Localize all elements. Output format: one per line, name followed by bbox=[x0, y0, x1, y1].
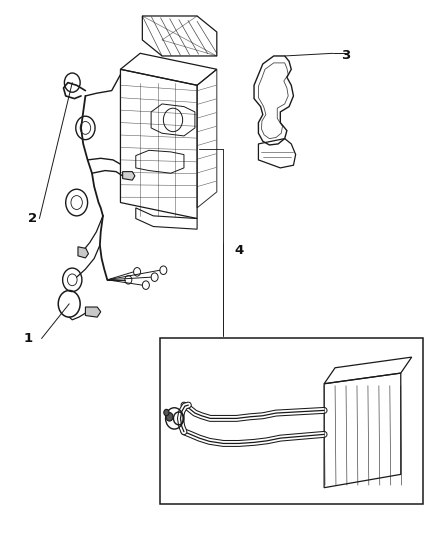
Text: 1: 1 bbox=[24, 332, 33, 345]
Polygon shape bbox=[78, 247, 88, 258]
Circle shape bbox=[164, 409, 169, 416]
Polygon shape bbox=[85, 307, 101, 317]
Circle shape bbox=[166, 413, 173, 421]
Polygon shape bbox=[123, 172, 135, 180]
Bar bbox=[160, 338, 423, 504]
Text: 2: 2 bbox=[28, 212, 37, 225]
Text: 3: 3 bbox=[341, 50, 351, 62]
Text: 4: 4 bbox=[234, 244, 244, 257]
